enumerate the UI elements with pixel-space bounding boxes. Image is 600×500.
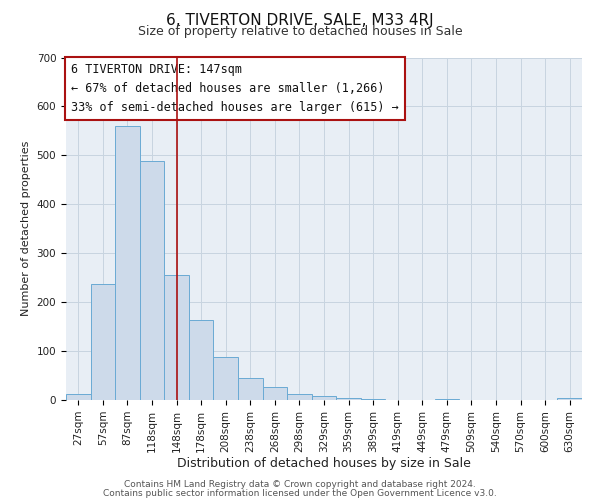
Bar — [66, 394, 91, 400]
Bar — [115, 126, 140, 400]
Text: Contains HM Land Registry data © Crown copyright and database right 2024.: Contains HM Land Registry data © Crown c… — [124, 480, 476, 489]
Bar — [287, 394, 312, 400]
Bar — [238, 378, 263, 400]
Text: 6 TIVERTON DRIVE: 147sqm
← 67% of detached houses are smaller (1,266)
33% of sem: 6 TIVERTON DRIVE: 147sqm ← 67% of detach… — [71, 62, 399, 114]
X-axis label: Distribution of detached houses by size in Sale: Distribution of detached houses by size … — [177, 458, 471, 470]
Bar — [140, 161, 164, 400]
Bar — [214, 358, 238, 400]
Text: Contains public sector information licensed under the Open Government Licence v3: Contains public sector information licen… — [103, 488, 497, 498]
Bar — [557, 398, 582, 400]
Bar — [361, 399, 385, 400]
Bar — [336, 398, 361, 400]
Text: Size of property relative to detached houses in Sale: Size of property relative to detached ho… — [137, 25, 463, 38]
Bar — [164, 275, 189, 400]
Bar — [91, 284, 115, 400]
Bar — [189, 320, 214, 400]
Bar — [312, 396, 336, 400]
Y-axis label: Number of detached properties: Number of detached properties — [21, 141, 31, 316]
Text: 6, TIVERTON DRIVE, SALE, M33 4RJ: 6, TIVERTON DRIVE, SALE, M33 4RJ — [166, 12, 434, 28]
Bar — [263, 387, 287, 400]
Bar — [434, 398, 459, 400]
